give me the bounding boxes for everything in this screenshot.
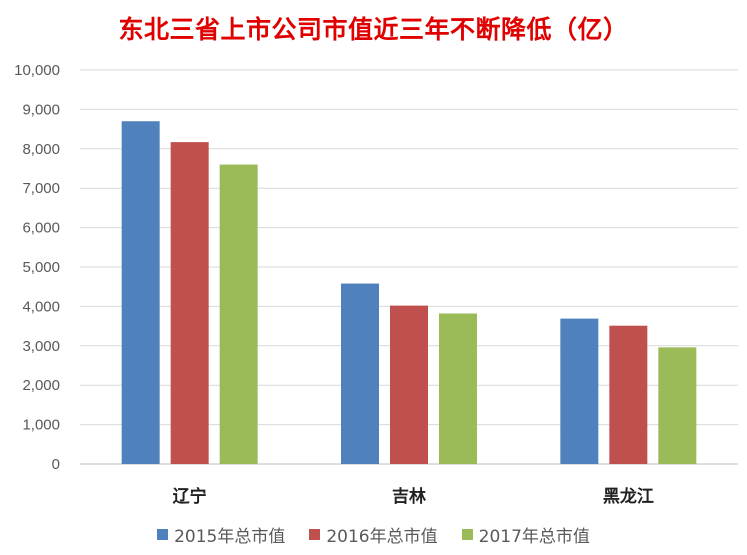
chart-title: 东北三省上市公司市值近三年不断降低（亿） [118,15,629,44]
y-tick-label: 6,000 [22,220,60,237]
bar [219,164,258,464]
bars [121,121,697,465]
x-category-label: 吉林 [392,486,426,507]
legend-item: 2016年总市值 [309,522,438,547]
x-category-label: 辽宁 [173,486,207,507]
bar [560,318,599,464]
y-axis: 0 1,000 2,000 3,000 4,000 5,000 6,000 7,000 8,00… [14,62,60,473]
y-tick-label: 3,000 [22,338,60,355]
bar [170,142,209,465]
legend-item: 2015年总市值 [157,522,285,547]
y-tick-label: 8,000 [22,141,60,158]
bar [341,283,379,464]
legend-swatch [157,529,169,540]
x-axis: 辽宁 吉林 黑龙江 [173,486,654,507]
y-tick-label: 10,000 [14,62,60,79]
y-tick-label: 4,000 [22,298,60,315]
bar [439,313,477,464]
y-tick-label: 5,000 [22,259,60,276]
y-tick-label: 7,000 [22,180,60,197]
x-category-label: 黑龙江 [603,486,654,507]
legend-swatch [309,529,321,540]
legend-swatch [461,529,473,540]
bar [121,121,160,464]
y-tick-label: 1,000 [22,417,60,434]
y-tick-label: 2,000 [22,377,60,394]
bar [609,325,648,464]
legend: 2015年总市值 2016年总市值 2017年总市值 [0,522,747,547]
y-tick-label: 0 [52,456,60,473]
legend-label: 2017年总市值 [478,527,590,547]
legend-item: 2017年总市值 [461,522,590,547]
legend-label: 2016年总市值 [326,527,438,547]
y-tick-label: 9,000 [22,101,60,118]
bar [390,305,428,464]
bar-chart: 0 1,000 2,000 3,000 4,000 5,000 6,000 7,000 8,00… [14,62,738,507]
bar [658,347,697,464]
legend-label: 2015年总市值 [174,527,286,547]
